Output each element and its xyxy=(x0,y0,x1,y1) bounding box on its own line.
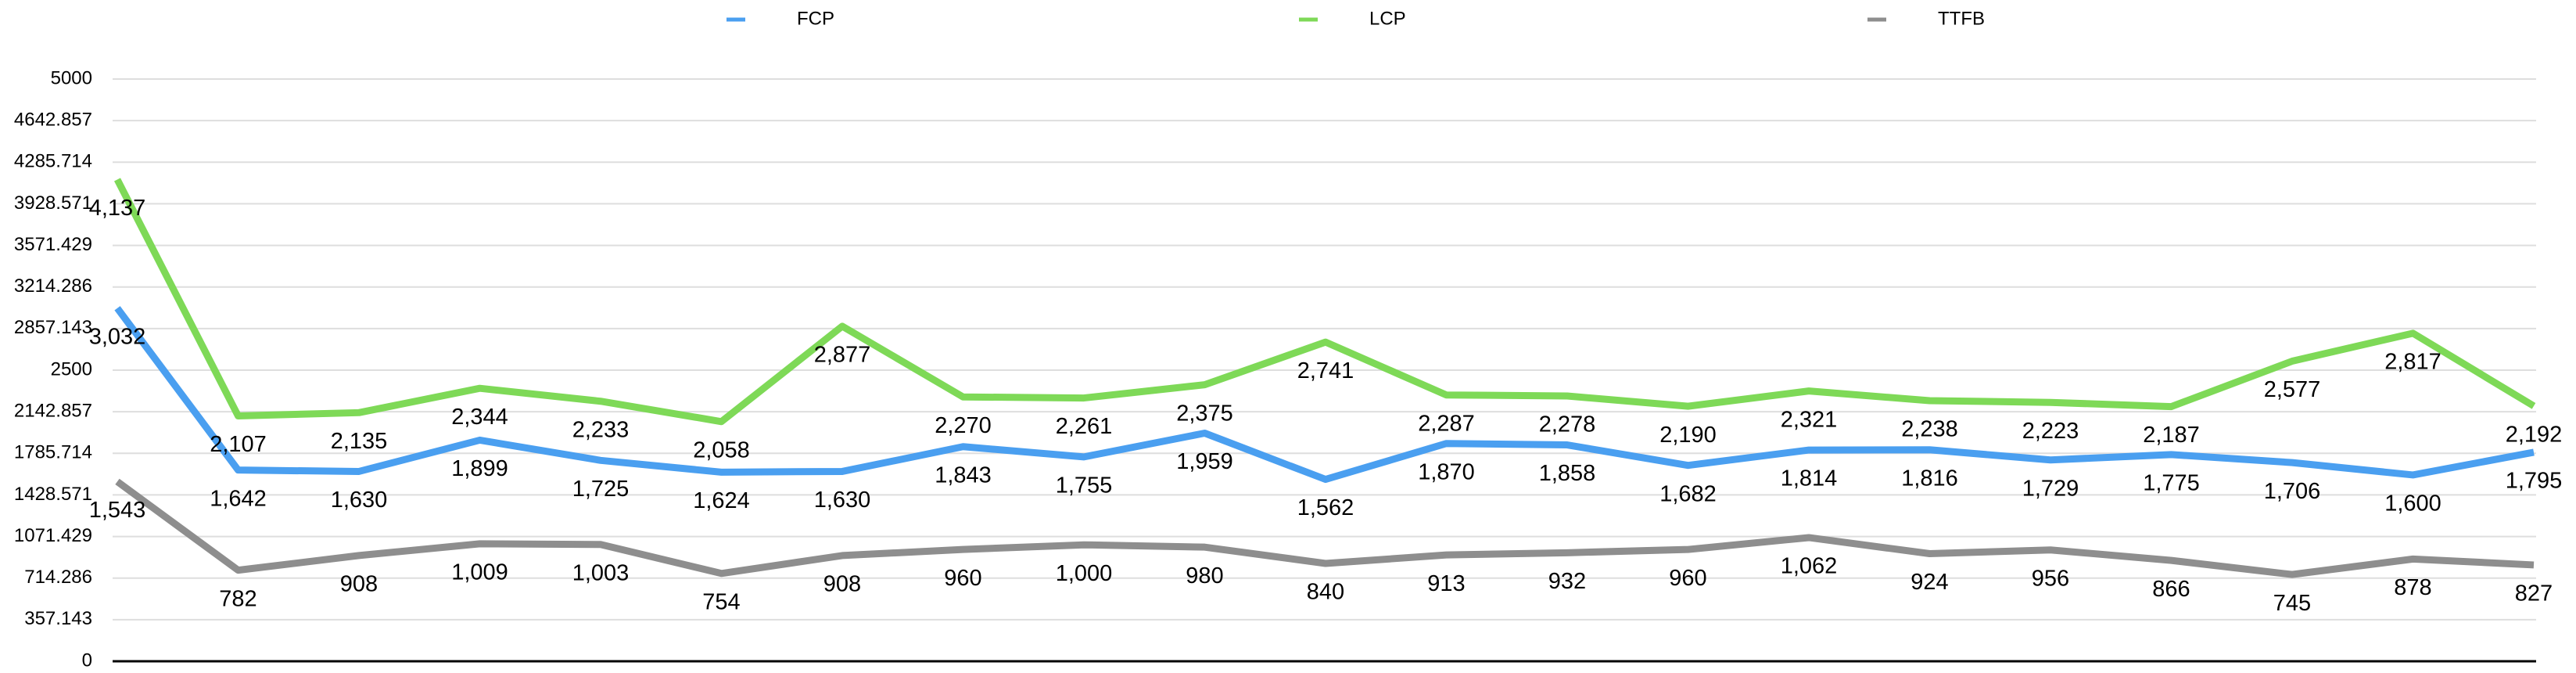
data-label: 1,870 xyxy=(1418,459,1475,484)
data-label: 3,032 xyxy=(89,324,146,349)
data-label: 1,630 xyxy=(331,488,388,513)
data-label: 2,375 xyxy=(1176,401,1233,426)
y-tick-label: 3214.286 xyxy=(14,275,92,297)
data-label: 2,107 xyxy=(210,432,267,457)
data-label: 2,278 xyxy=(1539,412,1596,437)
data-label: 1,003 xyxy=(572,560,630,585)
data-label: 913 xyxy=(1427,571,1465,596)
y-tick-label: 0 xyxy=(82,650,92,671)
data-label: 1,000 xyxy=(1056,561,1113,586)
series-line xyxy=(114,306,2535,484)
data-label: 2,344 xyxy=(451,405,508,430)
data-label: 960 xyxy=(1669,566,1706,591)
y-tick-label: 2500 xyxy=(51,358,92,380)
data-label: 956 xyxy=(2032,566,2069,591)
data-label: 924 xyxy=(1910,570,1948,595)
data-label: 745 xyxy=(2273,591,2311,616)
data-label: 878 xyxy=(2394,575,2431,600)
legend-label: FCP xyxy=(797,8,834,29)
data-label: 1,682 xyxy=(1659,481,1717,506)
data-label: 1,642 xyxy=(210,486,267,511)
data-label: 1,600 xyxy=(2384,491,2441,516)
data-label: 1,062 xyxy=(1781,554,1838,579)
data-label: 1,755 xyxy=(1056,473,1113,498)
data-label: 2,817 xyxy=(2384,349,2441,374)
y-tick-label: 3571.429 xyxy=(14,234,92,255)
legend-label: LCP xyxy=(1369,8,1406,29)
y-tick-label: 4642.857 xyxy=(14,109,92,130)
data-label: 2,187 xyxy=(2143,423,2200,448)
data-label: 782 xyxy=(219,586,257,611)
data-label: 980 xyxy=(1186,563,1223,588)
data-label: 932 xyxy=(1548,569,1586,594)
y-tick-label: 2142.857 xyxy=(14,400,92,421)
data-label: 1,775 xyxy=(2143,471,2200,496)
data-label: 840 xyxy=(1307,580,1344,605)
data-label: 1,725 xyxy=(572,477,630,502)
data-label: 2,261 xyxy=(1056,414,1113,439)
data-label: 2,135 xyxy=(331,429,388,454)
data-label: 1,816 xyxy=(1901,466,1958,491)
data-label: 2,577 xyxy=(2264,377,2321,402)
data-label: 1,624 xyxy=(693,488,750,513)
y-tick-label: 1071.429 xyxy=(14,525,92,546)
data-label: 1,959 xyxy=(1176,449,1233,474)
data-label: 2,741 xyxy=(1297,358,1354,383)
data-label: 2,233 xyxy=(572,417,630,442)
y-tick-label: 1785.714 xyxy=(14,442,92,463)
data-label: 1,009 xyxy=(451,560,508,585)
data-label: 754 xyxy=(702,589,740,614)
data-label: 1,630 xyxy=(814,488,871,513)
data-label: 4,137 xyxy=(89,196,146,221)
series-line xyxy=(113,178,2536,426)
data-label: 2,287 xyxy=(1418,411,1475,436)
data-label: 2,192 xyxy=(2506,422,2563,447)
data-label: 1,814 xyxy=(1781,466,1838,491)
data-label: 1,843 xyxy=(935,462,992,488)
legend-label: TTFB xyxy=(1938,8,1985,29)
data-label: 1,706 xyxy=(2264,479,2321,504)
data-label: 866 xyxy=(2152,577,2190,602)
data-label: 908 xyxy=(340,572,378,597)
y-tick-label: 3928.571 xyxy=(14,193,92,214)
y-tick-label: 5000 xyxy=(51,67,92,88)
y-tick-label: 2857.143 xyxy=(14,317,92,338)
data-label: 1,562 xyxy=(1297,495,1354,520)
data-label: 1,795 xyxy=(2506,469,2563,494)
y-tick-label: 4285.714 xyxy=(14,151,92,172)
data-label: 908 xyxy=(823,572,861,597)
data-label: 1,899 xyxy=(451,456,508,481)
y-tick-label: 1428.571 xyxy=(14,484,92,505)
data-label: 2,058 xyxy=(693,437,750,462)
y-tick-label: 357.143 xyxy=(24,608,92,629)
data-label: 1,858 xyxy=(1539,461,1596,486)
data-label: 827 xyxy=(2515,581,2553,606)
data-label: 2,223 xyxy=(2022,419,2079,444)
series-line xyxy=(115,478,2535,578)
y-tick-label: 714.286 xyxy=(24,567,92,588)
data-label: 2,190 xyxy=(1659,423,1717,448)
data-label: 1,543 xyxy=(89,498,146,523)
data-label: 960 xyxy=(944,566,981,591)
data-label: 2,877 xyxy=(814,343,871,368)
data-label: 1,729 xyxy=(2022,476,2079,501)
data-label: 2,321 xyxy=(1781,407,1838,432)
data-label: 2,270 xyxy=(935,413,992,438)
data-label: 2,238 xyxy=(1901,417,1958,442)
